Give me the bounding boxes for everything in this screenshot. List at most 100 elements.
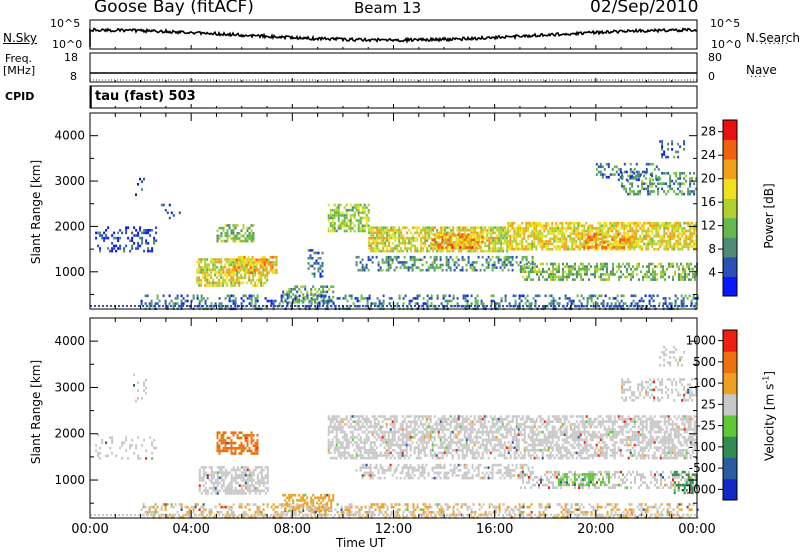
x-tick-label: 00:00	[71, 522, 108, 537]
scatter-region	[520, 262, 698, 281]
scatter-region	[307, 249, 324, 278]
y-tick-label: 2000	[54, 219, 85, 233]
colorbar-tick-label: -1000	[681, 482, 716, 496]
colorbar-tick-label: -25	[696, 419, 716, 433]
freq-tick-low: 8	[70, 70, 77, 83]
colorbar-tick-label: 500	[693, 355, 716, 369]
colorbar-swatch	[723, 178, 737, 199]
colorbar-swatch	[723, 457, 737, 480]
colorbar-swatch	[723, 256, 737, 277]
velocity-colorbar: 1000 500 100 25 -25 -100 -500 -1000	[681, 329, 738, 501]
scatter-region	[160, 203, 181, 220]
nsearch-label: N.Search	[746, 31, 800, 45]
x-tick-label: 08:00	[274, 522, 311, 537]
top-panels	[89, 19, 698, 109]
scatter-region	[135, 177, 145, 196]
scatter-region	[355, 255, 534, 272]
scatter-region	[368, 226, 509, 253]
colorbar-swatch	[723, 330, 737, 352]
colorbar-tick-label: 25	[701, 397, 716, 411]
cpid-text: tau (fast) 503	[95, 89, 196, 104]
power-colorbar-label: Power [dB]	[762, 183, 776, 249]
nave-tick-high: 80	[708, 51, 722, 64]
colorbar-tick-label: -500	[689, 461, 716, 475]
freq-tick-high: 18	[64, 51, 78, 64]
colorbar-swatch	[723, 372, 737, 395]
colorbar-tick-label: 16	[701, 195, 716, 209]
power-ylabel: Slant Range [km]	[29, 159, 43, 265]
colorbar-frame	[722, 329, 738, 501]
colorbar-frame	[722, 119, 738, 297]
nave-dots: ····	[750, 72, 767, 83]
nsky-tick-high: 10^5	[50, 17, 81, 30]
power-panel: 1000 2000 3000 4000	[54, 112, 699, 311]
station-title: Goose Bay (fitACF)	[94, 0, 254, 17]
scatter-region	[659, 345, 686, 367]
colorbar-swatch	[723, 159, 737, 180]
colorbar-tick-label: -100	[689, 440, 716, 454]
velocity-ylabel: Slant Range [km]	[29, 359, 43, 465]
y-tick-label: 1000	[54, 473, 85, 487]
colorbar-swatch	[723, 436, 737, 458]
colorbar-swatch	[723, 237, 737, 258]
y-tick-label: 4000	[54, 334, 85, 348]
nsearch-dots: ·······	[760, 39, 790, 50]
colorbar-swatch	[723, 478, 737, 501]
scatter-region	[216, 224, 255, 243]
colorbar-swatch	[723, 120, 737, 141]
colorbar-tick-label: 8	[708, 242, 716, 256]
cpid-label: CPID	[5, 90, 35, 103]
x-tick-label: 04:00	[172, 522, 209, 537]
colorbar-swatch	[723, 198, 737, 219]
colorbar-tick-label: 100	[693, 376, 716, 390]
scatter-region	[198, 466, 269, 495]
scatter-region	[659, 140, 686, 159]
velocity-colorbar-label: Velocity [m s-1]	[761, 371, 777, 461]
scatter-region	[216, 431, 259, 455]
y-tick-label: 1000	[54, 265, 85, 279]
scatter-region	[133, 373, 147, 403]
y-tick-label: 3000	[54, 174, 85, 188]
scatter-region	[621, 172, 698, 196]
colorbar-tick-label: 28	[701, 125, 716, 139]
scatter-region	[507, 221, 698, 251]
velocity-panel: 1000 2000 3000 4000 00:00 04:00 08:00 12:00 16:0…	[54, 317, 716, 537]
x-tick-label: 20:00	[577, 522, 614, 537]
x-axis-label: Time UT	[336, 536, 386, 550]
colorbar-tick-label: 4	[708, 266, 716, 280]
beam-title: Beam 13	[354, 0, 422, 17]
colorbar-tick-label: 20	[701, 172, 716, 186]
scatter-region	[140, 294, 699, 311]
scatter-region	[231, 255, 278, 275]
scatter-region	[520, 470, 698, 489]
x-tick-label: 16:00	[476, 522, 513, 537]
scatter-region	[95, 226, 158, 253]
freq-label-1: Freq.	[5, 52, 33, 65]
x-tick-label: 00:00	[678, 522, 715, 537]
scatter-region	[557, 473, 610, 487]
colorbar-tick-label: 24	[701, 148, 716, 162]
scatter-region	[327, 203, 370, 233]
colorbar-swatch	[723, 217, 737, 238]
nave-tick-low: 0	[708, 70, 715, 83]
freq-label-2: [MHz]	[3, 64, 36, 77]
scatter-region	[595, 162, 660, 182]
scatter-region	[327, 415, 698, 460]
colorbar-swatch	[723, 139, 737, 160]
nsky-tick-low: 10^0	[52, 38, 83, 51]
scatter-region	[431, 233, 484, 249]
nave-label: Nave	[746, 63, 777, 77]
colorbar-swatch	[723, 276, 737, 297]
colorbar-tick-label: 1000	[685, 334, 716, 348]
y-tick-label: 3000	[54, 380, 85, 394]
colorbar-tick-label: 12	[701, 219, 716, 233]
date-title: 02/Sep/2010	[590, 0, 699, 17]
colorbar-swatch	[723, 351, 737, 373]
power-colorbar: 4 8 12 16 20 24 28	[701, 119, 738, 297]
scatter-region	[583, 233, 636, 249]
nsky-trace	[89, 27, 698, 47]
scatter-region	[355, 463, 534, 480]
scatter-region	[95, 433, 158, 460]
colorbar-swatch	[723, 393, 737, 416]
